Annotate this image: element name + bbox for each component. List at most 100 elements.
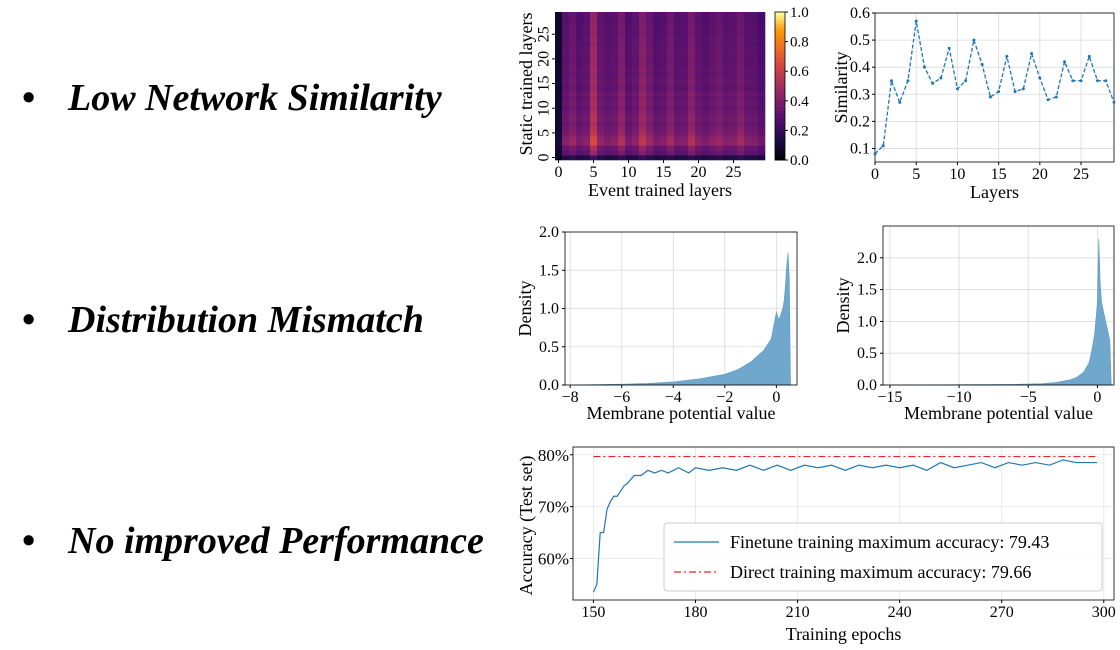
heatmap-cell <box>632 31 640 37</box>
heatmap-cell <box>632 125 640 131</box>
heatmap-cell <box>604 95 612 102</box>
heatmap-cell <box>618 46 626 52</box>
data-point <box>1087 54 1091 58</box>
heatmap-cell <box>576 61 584 67</box>
heatmap-cell <box>597 110 605 116</box>
heatmap-cell <box>590 51 598 57</box>
heatmap-cell <box>597 120 605 126</box>
heatmap-cell <box>737 81 745 87</box>
heatmap-cell <box>674 150 682 156</box>
heatmap-cell <box>758 145 766 151</box>
heatmap-cell <box>702 46 710 52</box>
heatmap-cell <box>625 105 633 111</box>
heatmap-cell <box>632 130 640 136</box>
heatmap-cell <box>660 56 668 62</box>
heatmap-cell <box>744 56 752 62</box>
heatmap-cell <box>730 140 738 146</box>
heatmap-cell <box>569 46 577 52</box>
data-point <box>1079 79 1083 83</box>
plot-frame <box>564 231 798 386</box>
colorbar-segment <box>775 83 785 87</box>
heatmap-cell <box>758 26 766 33</box>
heatmap-cell <box>744 125 752 131</box>
heatmap-cell <box>716 145 724 151</box>
heatmap-cell <box>730 155 738 161</box>
heatmap-cell <box>653 115 661 121</box>
heatmap-cell <box>758 71 766 77</box>
heatmap-cell <box>695 71 703 77</box>
heatmap-cell <box>562 12 570 18</box>
heatmap-cell <box>639 81 647 87</box>
heatmap-cell <box>611 125 619 131</box>
heatmap-cell <box>590 90 598 97</box>
heatmap-cell <box>555 120 563 126</box>
heatmap-cell <box>555 61 563 67</box>
heatmap-cell <box>709 100 717 107</box>
heatmap-cell <box>744 76 752 82</box>
heatmap-cell <box>646 66 654 72</box>
colorbar-segment <box>775 130 785 134</box>
heatmap-cell <box>702 140 710 146</box>
heatmap-cell <box>562 56 570 62</box>
heatmap-cell <box>716 155 724 161</box>
heatmap-cell <box>576 115 584 121</box>
heatmap-cell <box>688 76 696 82</box>
heatmap-cell <box>562 150 570 156</box>
heatmap-cell <box>681 95 689 102</box>
bullet-text: No improved Performance <box>68 520 484 562</box>
heatmap-cell <box>660 16 668 23</box>
heatmap-cell <box>751 41 759 47</box>
heatmap-cell <box>730 76 738 82</box>
data-point <box>1104 79 1108 83</box>
heatmap-cell <box>744 155 752 161</box>
heatmap-cell <box>709 140 717 146</box>
heatmap-cell <box>751 155 759 161</box>
heatmap-cell <box>583 135 591 141</box>
heatmap-cell <box>667 21 675 28</box>
x-tick-label: −6 <box>613 389 630 406</box>
heatmap-cell <box>723 66 731 72</box>
heatmap-cell <box>632 86 640 92</box>
heatmap-cell <box>737 16 745 23</box>
heatmap-cell <box>639 150 647 156</box>
heatmap-cell <box>611 135 619 141</box>
heatmap-cell <box>688 100 696 107</box>
heatmap-cell <box>618 95 626 102</box>
heatmap-cell <box>632 145 640 151</box>
y-axis-label: Similarity <box>831 52 851 124</box>
heatmap-cell <box>744 12 752 18</box>
heatmap-cell <box>646 51 654 57</box>
heatmap-cell <box>744 61 752 67</box>
heatmap-cell <box>751 12 759 18</box>
heatmap-cell <box>618 66 626 72</box>
heatmap-cell <box>611 66 619 72</box>
heatmap-cell <box>576 125 584 131</box>
heatmap-cell <box>576 155 584 161</box>
heatmap-cell <box>716 12 724 18</box>
heatmap-cell <box>583 76 591 82</box>
heatmap-cell <box>737 31 745 37</box>
heatmap-cell <box>632 95 640 102</box>
heatmap-cell <box>632 120 640 126</box>
heatmap-cell <box>590 120 598 126</box>
heatmap-cell <box>660 120 668 126</box>
heatmap-cell <box>674 130 682 136</box>
heatmap-cell <box>674 36 682 42</box>
heatmap-cell <box>597 135 605 141</box>
heatmap-cell <box>709 41 717 47</box>
heatmap-cell <box>597 36 605 42</box>
heatmap-cell <box>618 12 626 18</box>
heatmap-cell <box>737 66 745 72</box>
heatmap-cell <box>632 105 640 111</box>
heatmap-cell <box>639 21 647 28</box>
heatmap-cell <box>709 46 717 52</box>
heatmap-cell <box>597 130 605 136</box>
heatmap-cell <box>702 105 710 111</box>
x-tick-label: 210 <box>786 604 810 621</box>
heatmap-cell <box>590 71 598 77</box>
heatmap-cell <box>667 51 675 57</box>
heatmap-cell <box>681 145 689 151</box>
heatmap-cell <box>681 115 689 121</box>
heatmap-cell <box>702 81 710 87</box>
heatmap-cell <box>681 71 689 77</box>
